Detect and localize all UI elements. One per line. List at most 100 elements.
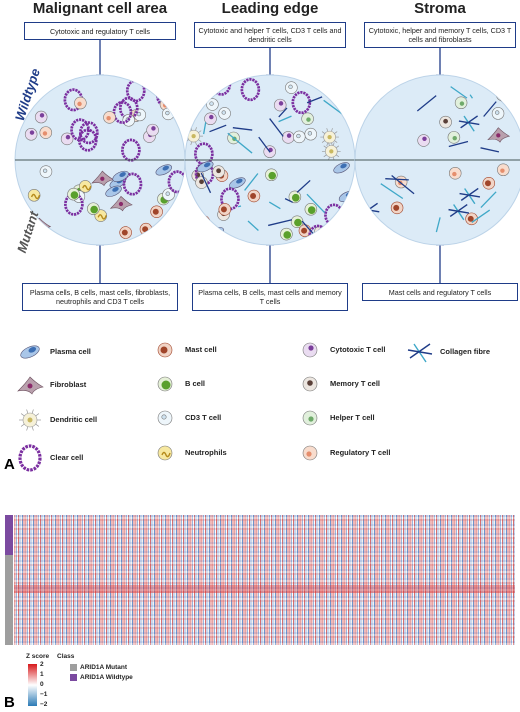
fibre xyxy=(416,95,437,112)
zscore-tick: −2 xyxy=(40,701,48,708)
cell-part xyxy=(503,92,508,97)
cell-part xyxy=(458,120,480,126)
legend-label: B cell xyxy=(185,379,206,388)
cell-part xyxy=(29,130,35,135)
bottom-box: Plasma cells, B cells, mast cells and me… xyxy=(192,283,348,311)
cell-part xyxy=(449,203,468,217)
cell-part xyxy=(209,101,214,106)
legend-label: Regulatory T cell xyxy=(330,448,391,457)
fibre xyxy=(227,132,253,154)
cell-part xyxy=(192,89,196,99)
cell-part xyxy=(77,101,82,107)
cell-part xyxy=(194,142,214,166)
cell-part xyxy=(308,416,314,422)
cell-part xyxy=(317,228,323,234)
fibre xyxy=(296,179,311,193)
cell-part xyxy=(195,88,204,95)
class-title: Class xyxy=(57,653,75,660)
top-box: Cytotoxic and regulatory T cells xyxy=(24,22,176,40)
fibre xyxy=(200,172,212,194)
fibre xyxy=(278,107,288,118)
class-swatch-mutant xyxy=(70,664,77,671)
class-label: ARID1A Mutant xyxy=(80,664,128,671)
cell-part xyxy=(199,89,204,99)
class-bar-mutant xyxy=(5,555,13,645)
cell-part xyxy=(500,168,505,173)
cell-part xyxy=(236,178,243,184)
cell-part xyxy=(495,110,500,115)
cell-part xyxy=(193,87,198,92)
cell-part xyxy=(112,186,119,192)
bottom-box: Mast cells and regulatory T cells xyxy=(362,283,518,301)
cell-part xyxy=(100,176,105,181)
cell-part xyxy=(121,138,141,162)
bottom-box: Plasma cells, B cells, mast cells, fibro… xyxy=(22,283,178,311)
cell-part xyxy=(459,101,465,106)
cell-part xyxy=(463,115,475,132)
zscore-title: Z score xyxy=(26,653,50,660)
fibre xyxy=(306,96,323,104)
region-title: Malignant cell area xyxy=(32,0,168,17)
fibre xyxy=(278,115,292,123)
cell-part xyxy=(308,345,314,351)
cell-part xyxy=(443,118,448,124)
cell-part xyxy=(187,88,196,95)
panel-label: A xyxy=(4,456,15,473)
cell-part xyxy=(221,110,226,115)
cell-part xyxy=(283,231,292,239)
cell-part xyxy=(496,133,501,138)
fibre xyxy=(469,94,474,99)
top-box: Cytotoxic, helper and memory T cells, CD… xyxy=(364,22,516,48)
heatmap xyxy=(14,515,515,645)
cell-part xyxy=(307,206,316,214)
cell-part xyxy=(306,117,311,122)
region-title: Stroma xyxy=(414,0,466,17)
legend-label: Fibroblast xyxy=(50,380,87,389)
cell-part xyxy=(160,346,168,354)
cell-part xyxy=(495,88,509,102)
cell-part xyxy=(199,92,208,99)
region-contents xyxy=(358,86,512,233)
cell-part xyxy=(198,96,203,101)
cell-part xyxy=(323,83,337,97)
cell-part xyxy=(142,226,149,233)
legend-label: Clear cell xyxy=(50,453,84,462)
cell-part xyxy=(37,226,50,239)
cell-part xyxy=(288,84,293,89)
fibre xyxy=(244,173,259,191)
fibre xyxy=(269,118,284,137)
cell-part xyxy=(220,206,227,213)
cell-part xyxy=(216,168,221,174)
cell-part xyxy=(202,81,216,95)
fibre xyxy=(232,127,253,131)
cell-part xyxy=(165,110,170,116)
cell-part xyxy=(199,179,204,185)
top-box: Cytotoxic and helper T cells, CD3 T cell… xyxy=(194,22,346,48)
cell-part xyxy=(191,133,196,139)
cell-part xyxy=(152,208,159,215)
fibre xyxy=(284,198,293,203)
legend-label: Mast cell xyxy=(185,345,217,354)
cell-part xyxy=(328,87,334,92)
legend-label: Plasma cell xyxy=(50,347,91,356)
fibre xyxy=(480,147,500,153)
cell-part xyxy=(197,215,210,228)
cell-part xyxy=(18,444,42,472)
cell-part xyxy=(460,115,479,129)
cell-part xyxy=(199,98,204,108)
cell-part xyxy=(189,82,202,96)
panel-label: B xyxy=(4,694,15,711)
cell-part xyxy=(161,85,166,90)
cell-part xyxy=(151,126,156,131)
cell-part xyxy=(196,98,201,108)
cell-part xyxy=(291,91,312,115)
fibre xyxy=(391,175,415,195)
cell-part xyxy=(307,131,313,136)
fibre xyxy=(306,193,326,214)
cell-part xyxy=(301,227,308,234)
fibre xyxy=(209,124,227,133)
cell-part xyxy=(464,188,476,205)
fibre xyxy=(435,217,441,233)
cell-part xyxy=(191,86,196,92)
